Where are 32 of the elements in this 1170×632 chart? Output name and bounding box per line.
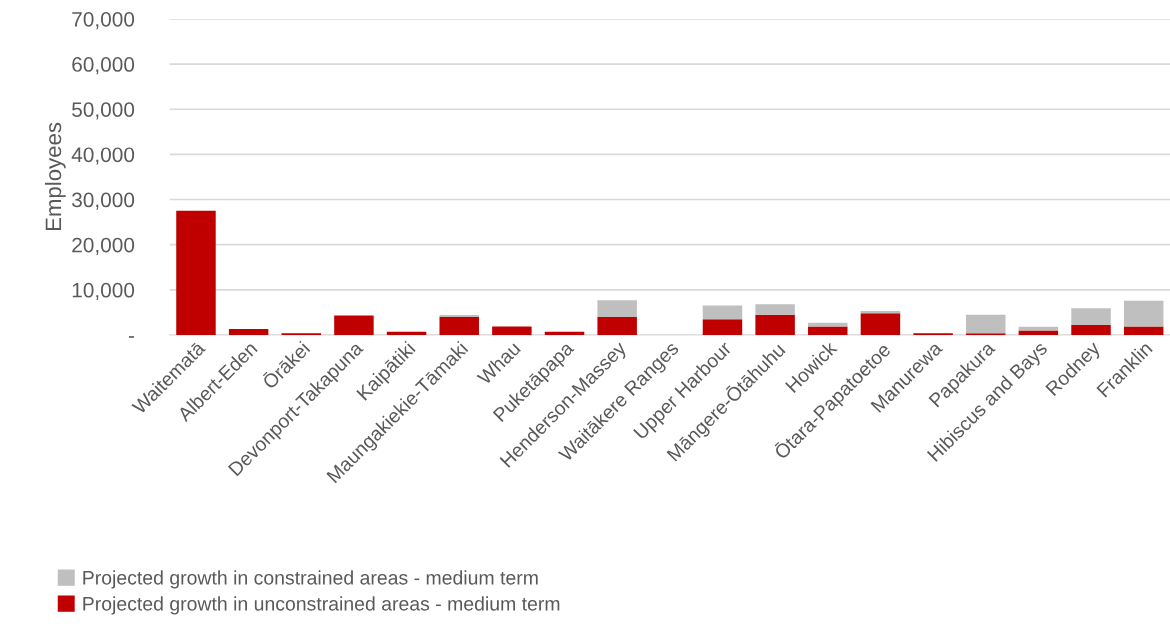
- bar: [439, 316, 479, 335]
- y-tick-label: 40,000: [71, 147, 135, 165]
- bar: [386, 331, 427, 335]
- bar: [1123, 326, 1164, 335]
- bar: [702, 305, 743, 320]
- y-tick-label: 30,000: [72, 192, 135, 210]
- bar: [1018, 330, 1059, 335]
- bar: [492, 326, 532, 335]
- bar: [228, 329, 269, 335]
- y-tick-label: 10,000: [72, 282, 135, 301]
- y-tick-label: 70,000: [72, 11, 135, 30]
- y-tick-label: 60,000: [72, 57, 135, 75]
- bar: [1123, 300, 1164, 327]
- y-tick-label: -: [128, 336, 134, 338]
- bar: [860, 313, 901, 335]
- bar: [755, 304, 795, 315]
- bar: [597, 300, 637, 317]
- bar: [755, 314, 795, 335]
- y-tick-label: 50,000: [72, 102, 135, 120]
- bar: [1071, 325, 1111, 335]
- y-axis-title: Employees: [44, 122, 66, 231]
- bar: [702, 319, 743, 335]
- bar: [1071, 308, 1111, 326]
- bar: [597, 316, 637, 335]
- bar: [176, 210, 216, 335]
- y-tick-label: 20,000: [72, 237, 135, 255]
- bar: [808, 326, 848, 335]
- legend-label: Projected growth in constrained areas - medium term: [83, 570, 538, 589]
- bar: [544, 331, 585, 335]
- bar: [334, 315, 374, 335]
- legend-label: Projected growth in unconstrained areas - medium term: [83, 596, 560, 615]
- bar: [965, 314, 1006, 334]
